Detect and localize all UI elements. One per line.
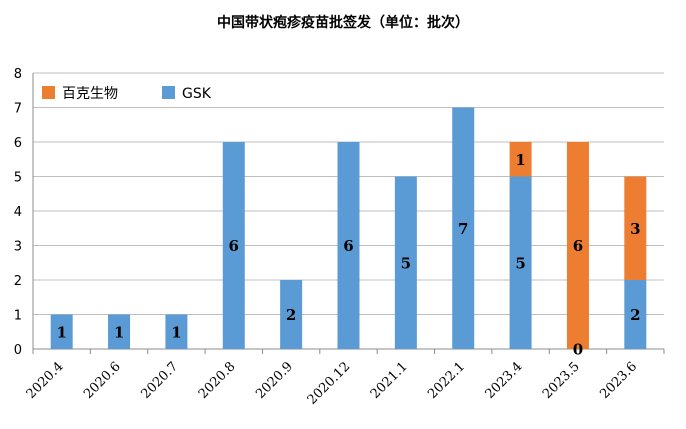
bar bbox=[222, 142, 245, 349]
bar bbox=[566, 142, 589, 349]
legend-label: GSK bbox=[182, 86, 212, 102]
data-label: 6 bbox=[573, 237, 583, 255]
legend-swatch bbox=[42, 86, 55, 99]
x-tick-label: 2023.6 bbox=[597, 359, 640, 402]
y-tick-label: 3 bbox=[14, 240, 22, 255]
legend-label: 百克生物 bbox=[62, 86, 118, 102]
data-label: 1 bbox=[114, 323, 124, 341]
x-tick-label: 2021.1 bbox=[368, 359, 411, 402]
x-tick-label: 2020.7 bbox=[138, 359, 181, 402]
x-tick-label: 2020.8 bbox=[196, 359, 239, 402]
y-tick-label: 8 bbox=[14, 67, 22, 82]
y-tick-label: 6 bbox=[14, 136, 22, 151]
bar bbox=[108, 314, 131, 349]
y-tick-label: 7 bbox=[14, 102, 22, 117]
data-label: 5 bbox=[401, 254, 411, 272]
bar bbox=[509, 176, 532, 349]
data-label: 1 bbox=[56, 323, 66, 341]
chart-title: 中国带状疱疹疫苗批签发（单位：批次） bbox=[217, 15, 469, 31]
data-label: 6 bbox=[343, 237, 353, 255]
bar bbox=[337, 142, 360, 349]
x-tick-label: 2022.1 bbox=[425, 359, 468, 402]
x-tick-label: 2020.9 bbox=[253, 359, 296, 402]
y-tick-label: 0 bbox=[14, 343, 22, 358]
bar bbox=[452, 107, 475, 349]
bar bbox=[165, 314, 188, 349]
data-label: 1 bbox=[171, 323, 181, 341]
bar bbox=[280, 280, 303, 349]
y-tick-label: 2 bbox=[14, 274, 22, 289]
x-tick-label: 2020.4 bbox=[24, 359, 67, 402]
data-label: 1 bbox=[515, 151, 525, 169]
data-label: 3 bbox=[630, 220, 640, 238]
bar bbox=[624, 176, 647, 280]
data-label: 2 bbox=[630, 306, 640, 324]
data-label: 5 bbox=[515, 254, 525, 272]
x-tick-label: 2020.12 bbox=[305, 359, 354, 408]
x-tick-label: 2023.5 bbox=[540, 359, 583, 402]
bar bbox=[50, 314, 73, 349]
bar bbox=[394, 176, 417, 349]
y-tick-label: 5 bbox=[14, 171, 22, 186]
data-label: 6 bbox=[229, 237, 239, 255]
data-label: 2 bbox=[286, 306, 296, 324]
data-label: 7 bbox=[458, 220, 468, 238]
x-tick-label: 2023.4 bbox=[483, 359, 526, 402]
bar bbox=[509, 142, 532, 177]
legend-swatch bbox=[162, 86, 175, 99]
y-tick-label: 4 bbox=[14, 205, 22, 220]
x-tick-label: 2020.6 bbox=[81, 359, 124, 402]
bar bbox=[624, 280, 647, 349]
data-label: 0 bbox=[573, 341, 583, 359]
y-tick-label: 1 bbox=[14, 309, 22, 324]
